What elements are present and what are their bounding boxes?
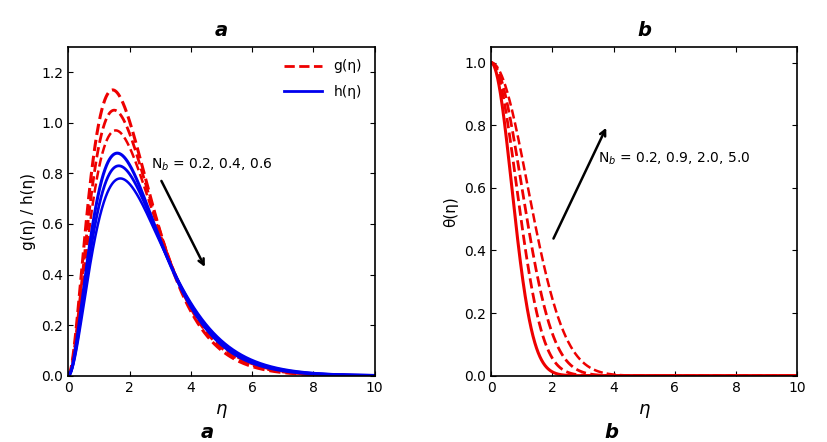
Y-axis label: g(η) / h(η): g(η) / h(η) — [21, 173, 36, 250]
Text: $\bfit{a}$: $\bfit{a}$ — [200, 423, 213, 442]
Text: $\bfit{b}$: $\bfit{b}$ — [605, 423, 619, 442]
Legend: g(η), h(η): g(η), h(η) — [278, 54, 368, 104]
X-axis label: η: η — [216, 400, 227, 418]
Text: N$_b$ = 0.2, 0.4, 0.6: N$_b$ = 0.2, 0.4, 0.6 — [151, 156, 273, 173]
Title: b: b — [637, 21, 651, 40]
Y-axis label: θ(η): θ(η) — [443, 196, 459, 227]
X-axis label: η: η — [638, 400, 650, 418]
Text: N$_b$ = 0.2, 0.9, 2.0, 5.0: N$_b$ = 0.2, 0.9, 2.0, 5.0 — [598, 151, 751, 167]
Title: a: a — [215, 21, 228, 40]
